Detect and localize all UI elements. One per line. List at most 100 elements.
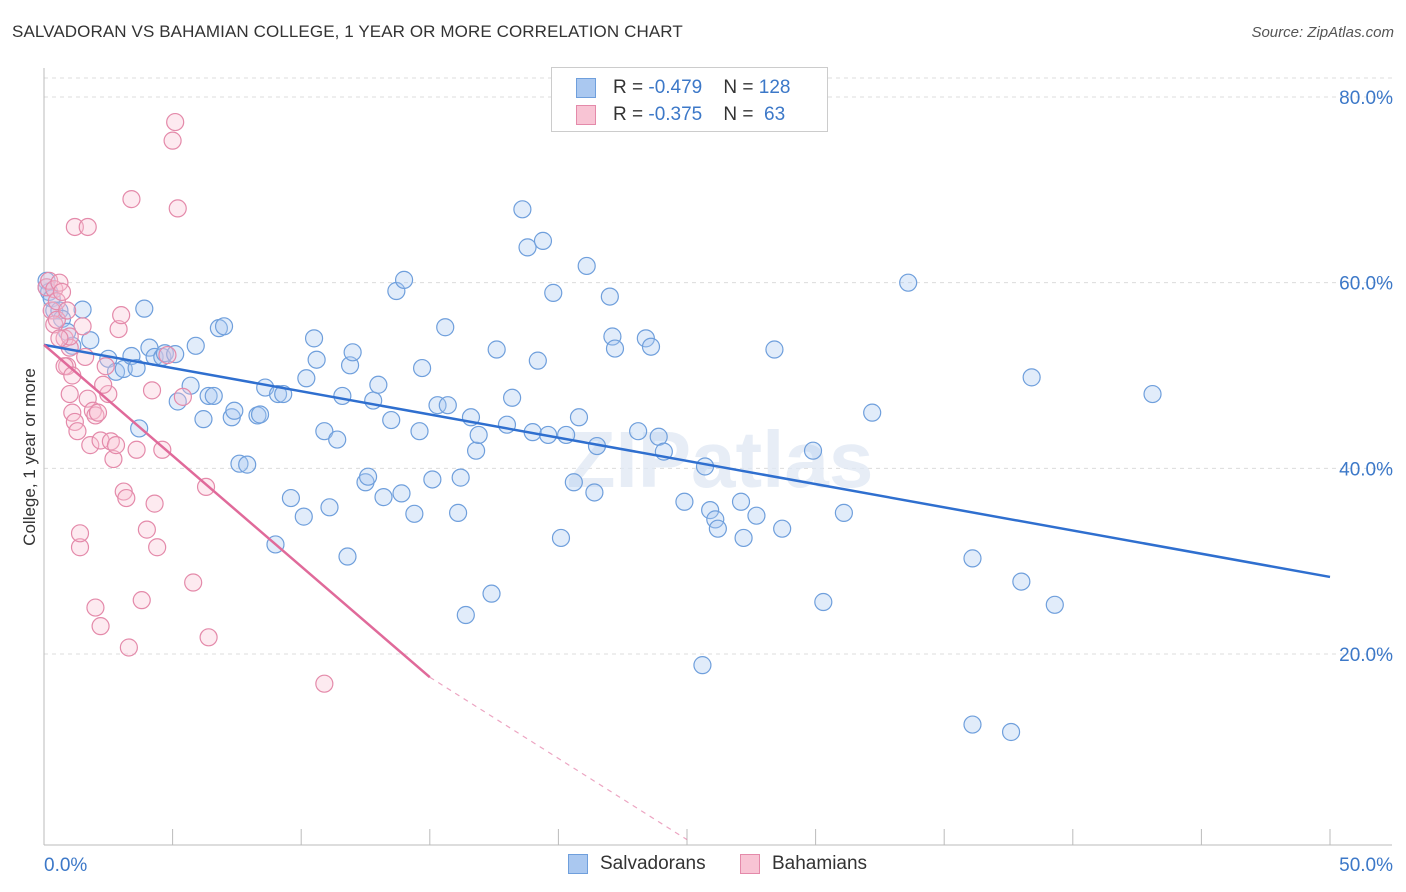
- salvadoran-point: [304, 329, 324, 348]
- x-tick-label: 0.0%: [44, 855, 87, 876]
- salvadoran-trend-line: [43, 343, 1331, 579]
- salvadoran-point: [469, 425, 488, 445]
- bahamian-point: [148, 538, 167, 557]
- watermark: ZIPatlas: [567, 415, 874, 504]
- salvadoran-point: [448, 503, 468, 522]
- salvadoran-point: [513, 200, 532, 219]
- bahamian-point: [166, 112, 185, 132]
- salvadoran-point: [194, 410, 213, 429]
- salvadoran-point: [1045, 595, 1064, 614]
- bahamian-point: [142, 381, 162, 400]
- r-value: -0.479: [648, 77, 703, 98]
- bahamian-point: [88, 403, 108, 422]
- salvadoran-point: [250, 405, 270, 424]
- legend-swatch-bahamians: [740, 854, 760, 874]
- chart-title: SALVADORAN VS BAHAMIAN COLLEGE, 1 YEAR O…: [12, 22, 683, 41]
- salvadoran-point: [268, 384, 288, 404]
- bahamian-point: [184, 573, 203, 592]
- salvadoran-point: [166, 345, 185, 364]
- bahamian-point: [173, 387, 192, 406]
- salvadoran-point: [773, 519, 792, 538]
- bahamian-point: [70, 538, 90, 557]
- salvadoran-point: [436, 318, 455, 337]
- bahamian-point: [112, 306, 131, 325]
- salvadoran-point: [765, 340, 784, 359]
- salvadoran-point: [307, 350, 326, 369]
- bahamian-point: [58, 301, 77, 320]
- salvadoran-point: [297, 369, 316, 388]
- salvadoran-point: [863, 403, 882, 422]
- salvadoran-point: [358, 467, 378, 486]
- stats-swatch-salvadorans: [576, 78, 596, 98]
- salvadoran-point: [482, 584, 501, 603]
- r-value: -0.375: [648, 104, 703, 125]
- salvadoran-point: [405, 504, 424, 523]
- bahamian-point: [163, 131, 182, 150]
- salvadoran-point: [585, 483, 604, 502]
- bahamian-point: [109, 319, 128, 339]
- bahamian-point: [81, 436, 100, 455]
- bahamian-point: [106, 436, 126, 455]
- salvadoran-point: [551, 528, 571, 548]
- y-tick-label: 60.0%: [1339, 274, 1393, 295]
- bahamian-point: [119, 638, 138, 657]
- salvadoran-point: [503, 388, 522, 407]
- legend-label-salvadorans: Salvadorans: [600, 853, 706, 874]
- trend-lines: [43, 343, 1331, 841]
- salvadoran-point: [641, 337, 661, 356]
- r-label: R =: [613, 77, 649, 98]
- salvadoran-point: [127, 358, 146, 378]
- salvadoran-point: [734, 528, 753, 548]
- salvadoran-point: [328, 430, 347, 449]
- salvadoran-point: [1143, 384, 1162, 404]
- salvadoran-point: [963, 715, 982, 734]
- salvadoran-point: [533, 231, 553, 250]
- salvadoran-point: [214, 317, 234, 336]
- bahamian-point: [47, 310, 66, 329]
- salvadoran-point: [369, 375, 388, 394]
- salvadoran-point: [629, 422, 648, 441]
- bahamian-point: [145, 494, 164, 513]
- salvadoran-point: [577, 256, 596, 276]
- salvadoran-point: [73, 300, 92, 319]
- salvadoran-point: [834, 503, 853, 522]
- salvadoran-point: [281, 488, 301, 508]
- salvadoran-point: [204, 386, 223, 406]
- bahamian-point: [68, 422, 87, 441]
- salvadoran-point: [410, 422, 429, 441]
- bahamian-point: [86, 598, 105, 617]
- bahamian-point: [70, 524, 90, 543]
- salvadoran-point: [412, 358, 432, 378]
- bahamian-point: [199, 628, 218, 647]
- legend-swatch-salvadorans: [568, 854, 588, 874]
- stats-swatch-bahamians: [576, 105, 596, 125]
- salvadoran-point: [814, 592, 833, 612]
- salvadoran-point: [238, 455, 257, 474]
- x-tick-label: 50.0%: [1339, 855, 1393, 876]
- bahamian-point: [117, 488, 136, 508]
- salvadoran-point: [382, 410, 401, 430]
- bahamian-point: [47, 292, 66, 311]
- salvadoran-point: [693, 656, 712, 675]
- bahamian-point: [52, 282, 72, 302]
- salvadoran-point: [343, 343, 362, 362]
- bahamian-point: [78, 389, 97, 408]
- salvadoran-point: [899, 273, 918, 292]
- salvadoran-point: [338, 547, 357, 566]
- bahamian-point: [104, 449, 123, 469]
- bahamian-point: [55, 357, 74, 376]
- salvadoran-point: [1022, 368, 1041, 387]
- source-credit: Source: ZipAtlas.com: [1251, 24, 1394, 41]
- stats-box: R = -0.479 N = 128 R = -0.375 N = 63: [551, 67, 828, 132]
- bahamian-point: [86, 406, 105, 425]
- salvadoran-point: [81, 331, 100, 350]
- bahamian-point: [158, 345, 177, 365]
- bahamian-point: [137, 520, 156, 539]
- salvadoran-point: [199, 386, 218, 406]
- salvadoran-point: [675, 492, 694, 511]
- n-value: 128: [758, 77, 791, 98]
- salvadoran-point: [1012, 572, 1031, 591]
- grid-lines: [44, 77, 1392, 655]
- salvadoran-point: [225, 401, 244, 420]
- tick-labels: 20.0% 40.0% 60.0% 80.0% 0.0% 50.0%: [44, 88, 1393, 876]
